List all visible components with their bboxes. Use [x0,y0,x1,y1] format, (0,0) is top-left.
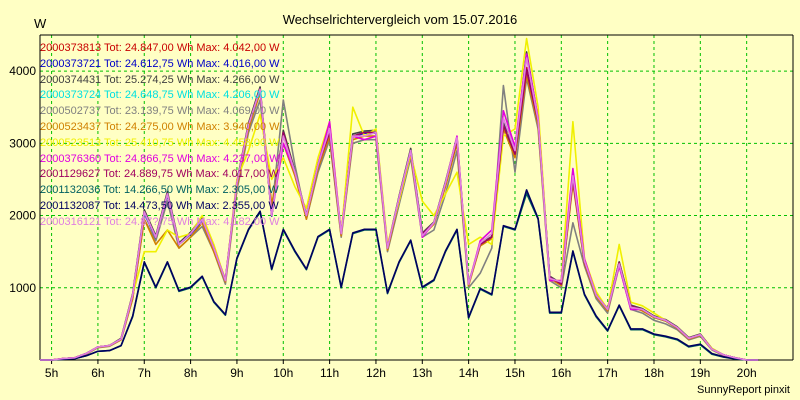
legend-entry-2001132087: 2001132087 Tot: 14.473,50 Wh Max: 2.355,… [40,199,279,212]
series-line-2001132087 [40,189,759,361]
y-tick-label: 2000 [9,209,36,223]
x-tick-label: 17h [598,366,618,380]
x-tick-label: 10h [273,366,293,380]
x-tick-label: 7h [138,366,151,380]
x-tick-label: 18h [644,366,664,380]
x-tick-label: 8h [184,366,197,380]
series-line-2000502737 [40,77,759,361]
legend-entry-2000373721: 2000373721 Tot: 24.612,75 Wh Max: 4.016,… [40,57,280,70]
x-tick-label: 11h [320,366,339,380]
footer-credit: SunnyReport pinxit [697,384,790,396]
x-tick-label: 15h [505,366,525,380]
x-tick-label: 20h [737,366,757,380]
y-tick-label: 1000 [9,281,36,295]
x-tick-label: 14h [459,366,479,380]
legend-entry-2000316121: 2000316121 Tot: 24.87?,75 Wh Max: 4.182,… [40,215,280,228]
y-tick-label: 4000 [9,64,36,78]
chart-title: Wechselrichtervergleich vom 15.07.2016 [282,12,518,27]
legend-entry-2000523437: 2000523437 Tot: 24.275,00 Wh Max: 3.940,… [40,120,280,133]
x-tick-label: 12h [366,366,386,380]
x-tick-label: 13h [412,366,432,380]
y-axis-unit: W [34,16,47,31]
legend-entry-2000502737: 2000502737 Tot: 23.139,75 Wh Max: 4.069,… [40,105,280,118]
legend: 2000373813 Tot: 24.847,00 Wh Max: 4.042,… [40,41,280,231]
x-tick-label: 19h [690,366,710,380]
legend-entry-2000373813: 2000373813 Tot: 24.847,00 Wh Max: 4.042,… [40,42,280,54]
y-tick-label: 3000 [9,136,36,150]
x-tick-label: 5h [45,366,58,380]
legend-entry-2000374431: 2000374431 Tot: 25.274,25 Wh Max: 4.266,… [40,73,280,86]
legend-entry-2001132036: 2001132036 Tot: 14.266,50 Wh Max: 2.305,… [40,184,279,197]
x-tick-label: 9h [230,366,243,380]
legend-entry-2001129627: 2001129627 Tot: 24.889,75 Wh Max: 4.017,… [40,168,279,181]
series-line-2000523513 [40,37,759,361]
series-line-2000316121 [40,57,759,361]
x-tick-label: 16h [551,366,571,380]
legend-entry-2000373724: 2000373724 Tot: 24.648,75 Wh Max: 4.206,… [40,89,280,102]
legend-entry-2000523513: 2000523513 Tot: 25.410,75 Wh Max: 4.458,… [40,136,280,149]
x-tick-label: 6h [91,366,104,380]
legend-entry-2000376360: 2000376360 Tot: 24.866,75 Wh Max: 4.237,… [40,152,280,165]
